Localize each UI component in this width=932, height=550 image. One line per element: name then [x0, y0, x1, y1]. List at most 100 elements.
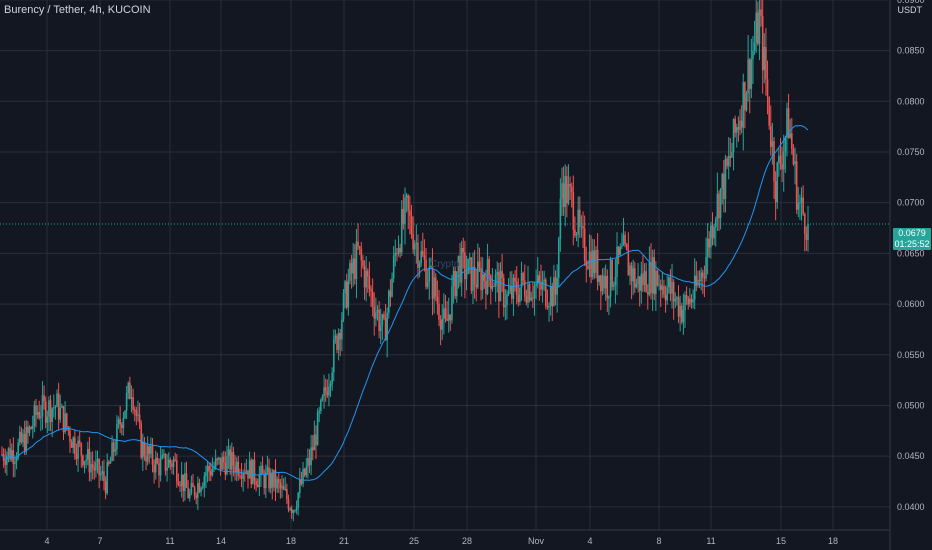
y-tick-label: 0.0700: [897, 198, 925, 208]
candle-body: [95, 462, 97, 471]
candle-body: [150, 445, 152, 454]
time-axis[interactable]: 4 7 11 14 18 21 25 28 Nov 4 8 11 15 18: [0, 529, 890, 546]
candle-body: [375, 312, 377, 319]
candle-body: [504, 305, 507, 308]
candle-body: [595, 249, 597, 273]
candle-body: [760, 9, 762, 16]
candle-body: [93, 467, 96, 471]
candle-body: [507, 291, 510, 295]
candle-body: [381, 314, 384, 326]
candle-body: [425, 259, 427, 287]
candle-body: [310, 447, 312, 466]
candle-body: [324, 387, 327, 392]
x-tick-label: Nov: [528, 536, 545, 546]
candle-body: [409, 210, 411, 216]
candle-body: [569, 184, 571, 187]
candle-body: [771, 141, 774, 147]
y-tick-label: 0.0650: [897, 248, 925, 258]
candle-body: [378, 309, 380, 331]
candle-body: [522, 272, 524, 281]
candle-body: [765, 47, 767, 80]
candle-body: [371, 291, 374, 307]
candle-body: [122, 418, 125, 428]
candle-body: [99, 474, 102, 476]
candle-body: [481, 274, 484, 291]
candle-body: [556, 278, 558, 295]
candle-body: [441, 318, 444, 330]
candle-body: [410, 215, 413, 235]
candle-body: [603, 275, 605, 289]
candle-body: [794, 161, 796, 165]
candle-body: [51, 408, 53, 423]
candle-body: [376, 309, 379, 313]
candle-body: [49, 400, 52, 423]
candle-body: [784, 137, 787, 152]
candle-body: [491, 285, 494, 289]
y-tick-label: 0.0900: [897, 0, 925, 5]
candle-body: [226, 456, 228, 475]
candle-body: [470, 257, 473, 291]
candle-body: [668, 277, 670, 288]
candle-body: [789, 133, 791, 138]
candle-body: [656, 270, 659, 286]
last-price-badge: 0.0679 01:25:52: [893, 228, 931, 250]
candle-body: [807, 223, 809, 240]
candle-body: [430, 265, 432, 268]
candle-body: [719, 188, 722, 218]
candle-body: [323, 387, 325, 397]
candle-body: [96, 459, 99, 463]
candle-body: [718, 193, 720, 218]
candle-body: [525, 296, 528, 303]
candle-body: [235, 461, 238, 473]
candle-body: [433, 277, 435, 299]
candle-body: [689, 298, 691, 305]
x-tick-label: 18: [286, 536, 296, 546]
candle-body: [418, 263, 421, 268]
candle-body: [527, 284, 529, 303]
candle-body: [289, 508, 291, 510]
candle-body: [593, 250, 596, 273]
candle-body: [219, 457, 222, 470]
candle-body: [315, 434, 317, 445]
candle-body: [255, 481, 257, 486]
candle-body: [557, 238, 560, 279]
candle-body: [538, 275, 541, 283]
candle-body: [135, 410, 138, 416]
candle-body: [690, 298, 693, 303]
candle-body: [41, 395, 44, 417]
candle-body: [62, 406, 65, 433]
candle-body: [242, 472, 244, 479]
candle-body: [799, 202, 801, 204]
candle-body: [805, 233, 808, 240]
candle-body: [70, 441, 73, 448]
candle-body: [582, 226, 584, 229]
candle-body: [185, 473, 188, 488]
candle-body: [574, 229, 576, 236]
candle-body: [117, 419, 120, 424]
candle-body: [164, 453, 167, 471]
candle-body: [477, 261, 479, 288]
candle-body: [35, 405, 37, 415]
candle-body: [776, 162, 779, 203]
candle-body: [263, 473, 265, 489]
candle-body: [700, 272, 702, 281]
candle-body: [159, 458, 162, 476]
candle-body: [465, 273, 468, 280]
candle-body: [177, 481, 180, 485]
candle-body: [179, 484, 181, 487]
candle-body: [781, 164, 783, 170]
candle-body: [548, 305, 550, 308]
candle-body: [182, 474, 185, 492]
candle-body: [774, 181, 777, 203]
candle-body: [682, 310, 685, 323]
candle-body: [290, 508, 293, 513]
candle-body: [444, 308, 447, 319]
x-tick-label: 15: [776, 536, 786, 546]
price-axis[interactable]: 0.0400 0.0450 0.0500 0.0550 0.0600 0.0650 0.07…: [889, 0, 925, 550]
candle-body: [546, 305, 549, 308]
candle-body: [797, 203, 800, 210]
candle-body: [632, 268, 635, 282]
candle-body: [229, 449, 232, 470]
candle-body: [276, 479, 278, 489]
